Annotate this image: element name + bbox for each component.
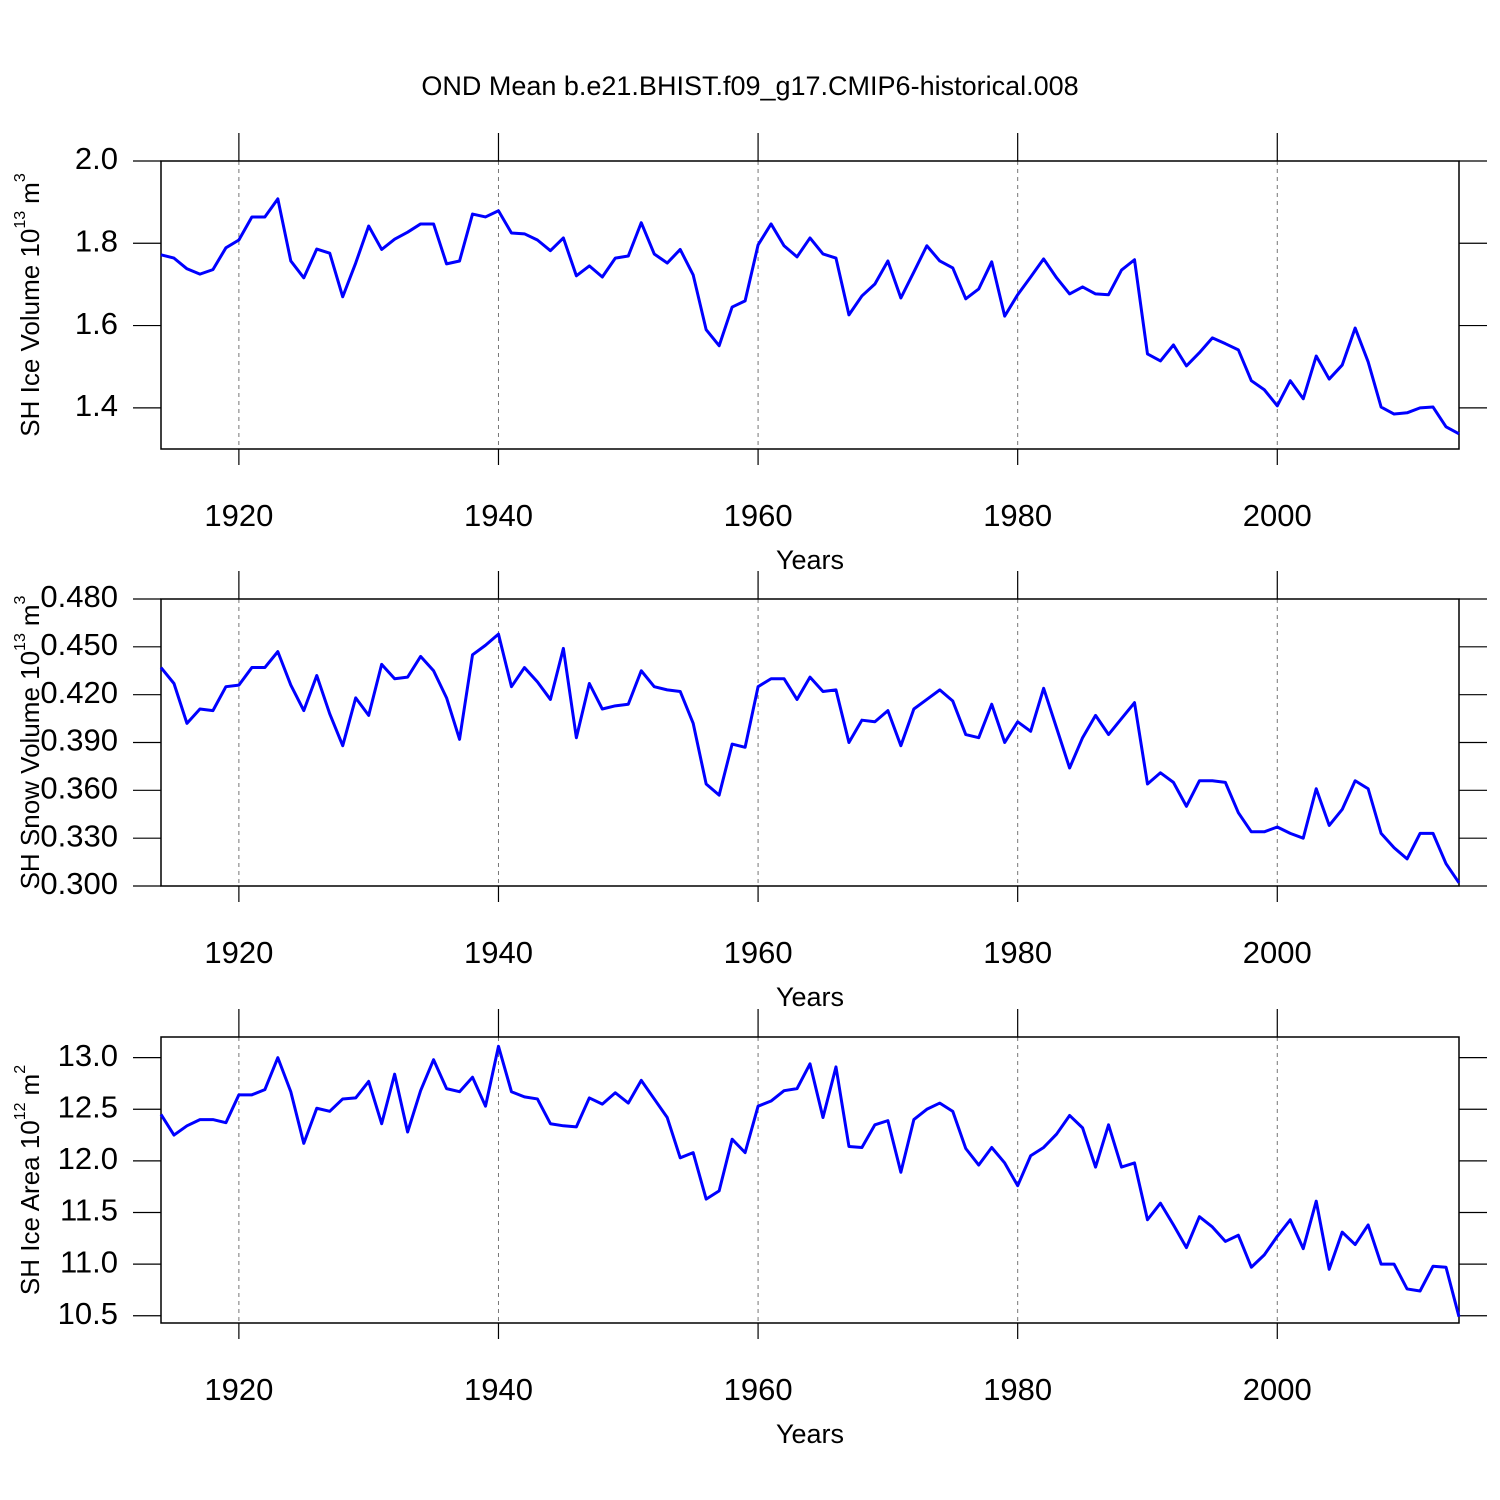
x-tick-label: 1920 (204, 935, 273, 970)
y-tick-label: 11.0 (60, 1244, 118, 1279)
y-axis-label-group: SH Ice Area 1012 m2 (12, 1065, 45, 1295)
x-axis-label: Years (776, 1419, 844, 1449)
y-axis-label: SH Ice Volume 1013 m3 (12, 173, 45, 437)
x-axis-label: Years (776, 545, 844, 575)
data-line (159, 632, 1461, 884)
y-tick-label: 1.8 (75, 223, 118, 258)
data-line (160, 197, 1460, 436)
y-axis-label-text: SH Ice Volume 10 (15, 229, 45, 437)
x-tick-label: 1920 (204, 498, 273, 533)
y-tick-label: 1.4 (75, 388, 118, 423)
y-axis-label-unit-exponent: 3 (12, 173, 29, 182)
x-tick-label: 1980 (983, 498, 1052, 533)
y-tick-label: 10.5 (58, 1296, 118, 1331)
y-tick-label: 12.5 (58, 1089, 118, 1124)
y-axis-label: SH Ice Area 1012 m2 (12, 1065, 45, 1295)
x-tick-label: 2000 (1243, 935, 1312, 970)
chart-title: OND Mean b.e21.BHIST.f09_g17.CMIP6-histo… (421, 71, 1078, 101)
x-tick-label: 1940 (464, 1372, 533, 1407)
y-tick-label: 0.480 (40, 579, 118, 614)
x-tick-label: 1960 (724, 1372, 793, 1407)
y-tick-label: 11.5 (60, 1193, 118, 1228)
y-tick-label: 1.6 (75, 306, 118, 341)
y-tick-label: 0.300 (40, 866, 118, 901)
y-tick-label: 0.360 (40, 771, 118, 806)
y-tick-label: 13.0 (58, 1038, 118, 1073)
y-axis-label-unit-exponent: 3 (12, 595, 29, 604)
x-axis-label: Years (776, 982, 844, 1012)
y-tick-label: 0.330 (40, 818, 118, 853)
y-axis-label-exponent: 12 (12, 1102, 29, 1120)
x-tick-label: 1940 (464, 935, 533, 970)
y-axis-label-exponent: 13 (12, 211, 29, 229)
y-tick-label: 0.390 (40, 723, 118, 758)
x-tick-label: 1920 (204, 1372, 273, 1407)
y-tick-label: 2.0 (75, 141, 118, 176)
y-tick-label: 0.450 (40, 627, 118, 662)
plot-frame (160, 598, 1460, 887)
plot-frame (160, 160, 1460, 450)
panel: 1920 1940 1960 1980 2000 10.5 11.0 11.5 12.0 12.5… (12, 1009, 1487, 1449)
y-axis-label-unit: m (15, 1074, 45, 1096)
x-tick-label: 2000 (1243, 498, 1312, 533)
panel: OND Mean b.e21.BHIST.f09_g17.CMIP6-histo… (12, 71, 1487, 575)
x-tick-label: 1940 (464, 498, 533, 533)
y-axis-label-unit-exponent: 2 (12, 1065, 29, 1074)
x-tick-label: 1960 (724, 498, 793, 533)
y-axis-label: SH Snow Volume 1013 m3 (12, 595, 45, 889)
y-axis-label-exponent: 13 (12, 633, 29, 651)
x-tick-label: 1960 (724, 935, 793, 970)
y-axis-label-unit: m (15, 604, 45, 626)
y-axis-label-text: SH Ice Area 10 (15, 1120, 45, 1295)
panel: 1920 1940 1960 1980 2000 0.300 0.330 0.360 0.390… (12, 571, 1487, 1012)
x-tick-label: 1980 (983, 1372, 1052, 1407)
plot-frame (160, 1036, 1460, 1324)
y-tick-label: 0.420 (40, 675, 118, 710)
y-axis-label-unit: m (15, 182, 45, 204)
x-tick-label: 1980 (983, 935, 1052, 970)
data-line (159, 1044, 1461, 1318)
y-axis-label-group: SH Ice Volume 1013 m3 (12, 173, 45, 437)
y-axis-label-text: SH Snow Volume 10 (15, 651, 45, 889)
y-tick-label: 12.0 (58, 1141, 118, 1176)
x-tick-label: 2000 (1243, 1372, 1312, 1407)
y-axis-label-group: SH Snow Volume 1013 m3 (12, 595, 45, 889)
